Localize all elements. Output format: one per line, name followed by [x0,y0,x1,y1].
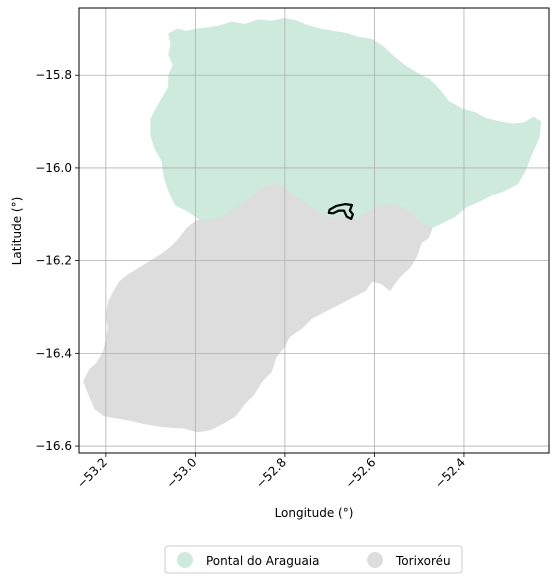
y-axis-label: Latitude (°) [10,197,24,266]
legend-swatch-pontal-do-araguaia [177,552,193,568]
legend-label-pontal-do-araguaia: Pontal do Araguaia [206,554,320,568]
y-tick-label: −16.6 [35,439,72,453]
x-tick-label: −53.2 [74,455,110,491]
legend-label-torixoreu: Torixoréu [395,554,451,568]
y-axis-ticks: −15.8 −16.0 −16.2 −16.4 −16.6 [35,68,79,453]
legend-swatch-torixoreu [367,552,383,568]
legend: Pontal do Araguaia Torixoréu [165,546,462,573]
x-tick-label: −53.0 [164,455,200,491]
x-tick-label: −52.8 [253,455,289,491]
x-tick-label: −52.4 [432,455,468,491]
y-tick-label: −16.4 [35,346,72,360]
y-tick-label: −16.2 [35,254,72,268]
x-axis-ticks: −53.2 −53.0 −52.8 −52.6 −52.4 [74,453,468,491]
y-tick-label: −16.0 [35,161,72,175]
x-tick-label: −52.6 [343,455,379,491]
y-tick-label: −15.8 [35,68,72,82]
x-axis-label: Longitude (°) [275,506,354,520]
